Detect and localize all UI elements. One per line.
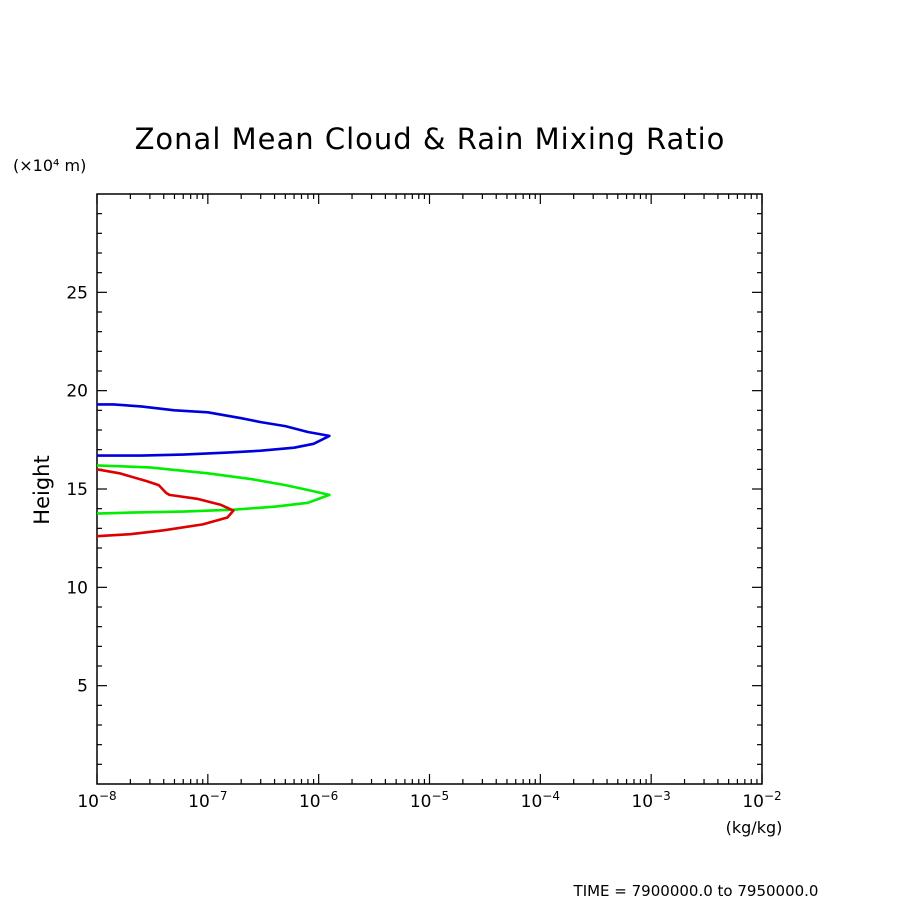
x-tick-label: 10−5 [410, 789, 449, 812]
y-tick-label: 10 [66, 578, 88, 598]
chart-title: Zonal Mean Cloud & Rain Mixing Ratio [135, 122, 726, 156]
y-axis-label: Height [30, 455, 54, 524]
x-unit-label: (kg/kg) [726, 818, 783, 837]
series-red-line [96, 468, 235, 538]
y-tick-label: 25 [66, 283, 88, 303]
footer-time: TIME = 7900000.0 to 7950000.0 [573, 882, 819, 900]
y-tick-label: 5 [77, 677, 88, 697]
x-tick-label: 10−2 [742, 789, 781, 812]
x-tick-label: 10−4 [521, 789, 560, 812]
y-unit-label: (×10⁴ m) [13, 156, 86, 175]
tick-marks [96, 194, 763, 784]
series-blue-line [97, 403, 331, 457]
x-tick-label: 10−6 [299, 789, 338, 812]
series-green-line [96, 464, 331, 515]
x-tick-label: 10−7 [188, 789, 227, 812]
y-tick-labels: 5 10 15 20 25 [66, 283, 88, 696]
data-lines [96, 403, 331, 538]
y-tick-label: 15 [66, 480, 88, 500]
plot-frame [96, 193, 763, 785]
x-tick-labels: 10−8 10−7 10−6 10−5 10−4 10−3 10−2 [77, 789, 781, 812]
x-tick-label: 10−8 [77, 789, 116, 812]
y-tick-label: 20 [66, 382, 88, 402]
x-tick-label: 10−3 [631, 789, 670, 812]
